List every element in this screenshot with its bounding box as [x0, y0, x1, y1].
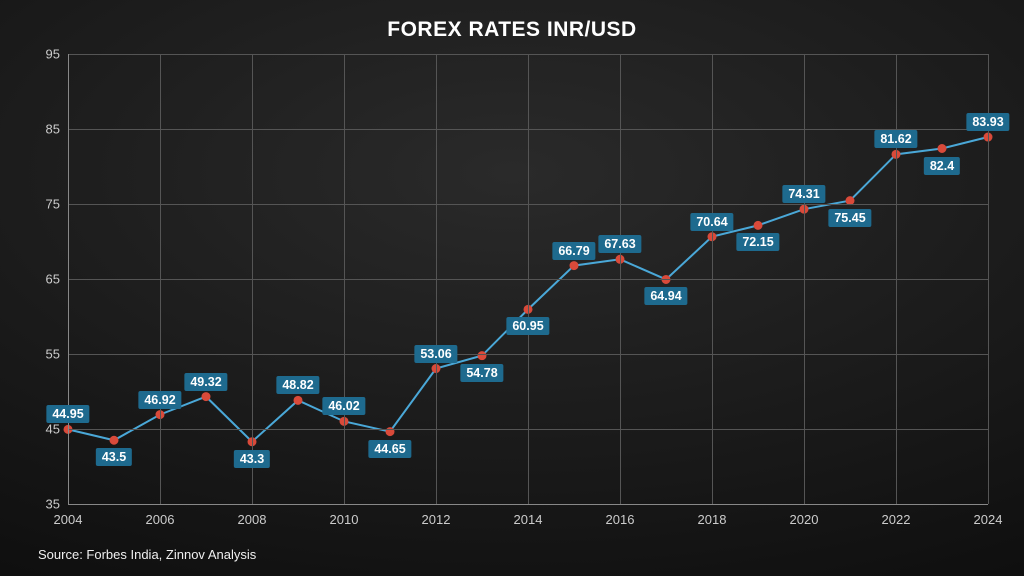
- data-point-label: 49.32: [184, 373, 227, 391]
- gridline-v: [252, 54, 253, 504]
- data-point-marker: [570, 262, 578, 270]
- chart-plot-area: 3545556575859520042006200820102012201420…: [68, 54, 988, 504]
- data-point-label: 72.15: [736, 233, 779, 251]
- data-point-label: 81.62: [874, 130, 917, 148]
- x-axis: [68, 504, 988, 505]
- gridline-v: [160, 54, 161, 504]
- data-point-marker: [754, 221, 762, 229]
- data-point-label: 83.93: [966, 113, 1009, 131]
- gridline-v: [712, 54, 713, 504]
- data-point-label: 82.4: [924, 157, 960, 175]
- gridline-v: [620, 54, 621, 504]
- data-point-label: 53.06: [414, 345, 457, 363]
- y-tick-label: 65: [46, 272, 60, 287]
- data-point-marker: [294, 396, 302, 404]
- data-point-label: 43.5: [96, 448, 132, 466]
- data-point-label: 54.78: [460, 364, 503, 382]
- x-tick-label: 2020: [790, 512, 819, 527]
- x-tick-label: 2006: [146, 512, 175, 527]
- data-point-marker: [110, 436, 118, 444]
- x-tick-label: 2022: [882, 512, 911, 527]
- chart-title: FOREX RATES INR/USD: [0, 18, 1024, 42]
- source-attribution: Source: Forbes India, Zinnov Analysis: [38, 547, 256, 562]
- gridline-v: [804, 54, 805, 504]
- x-tick-label: 2018: [698, 512, 727, 527]
- data-point-label: 44.95: [46, 405, 89, 423]
- data-point-label: 66.79: [552, 242, 595, 260]
- data-point-marker: [938, 145, 946, 153]
- data-point-label: 75.45: [828, 209, 871, 227]
- data-point-label: 46.02: [322, 397, 365, 415]
- x-tick-label: 2004: [54, 512, 83, 527]
- x-tick-label: 2014: [514, 512, 543, 527]
- x-tick-label: 2010: [330, 512, 359, 527]
- y-axis: [68, 54, 69, 504]
- data-point-label: 74.31: [782, 185, 825, 203]
- data-point-label: 43.3: [234, 450, 270, 468]
- data-point-label: 64.94: [644, 287, 687, 305]
- y-tick-label: 75: [46, 197, 60, 212]
- x-tick-label: 2016: [606, 512, 635, 527]
- gridline-v: [896, 54, 897, 504]
- data-point-label: 60.95: [506, 317, 549, 335]
- x-tick-label: 2012: [422, 512, 451, 527]
- data-point-label: 44.65: [368, 440, 411, 458]
- x-tick-label: 2024: [974, 512, 1003, 527]
- y-tick-label: 55: [46, 347, 60, 362]
- y-tick-label: 35: [46, 497, 60, 512]
- data-point-label: 67.63: [598, 235, 641, 253]
- y-tick-label: 95: [46, 47, 60, 62]
- data-point-label: 48.82: [276, 376, 319, 394]
- gridline-v: [436, 54, 437, 504]
- data-point-label: 70.64: [690, 213, 733, 231]
- y-tick-label: 45: [46, 422, 60, 437]
- data-point-label: 46.92: [138, 391, 181, 409]
- x-tick-label: 2008: [238, 512, 267, 527]
- y-tick-label: 85: [46, 122, 60, 137]
- data-point-marker: [202, 393, 210, 401]
- gridline-v: [528, 54, 529, 504]
- gridline-v: [344, 54, 345, 504]
- data-point-marker: [478, 352, 486, 360]
